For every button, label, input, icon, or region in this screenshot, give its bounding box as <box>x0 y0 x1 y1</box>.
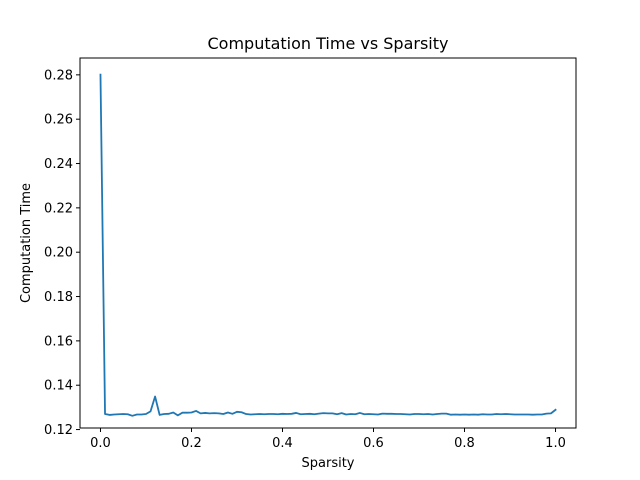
y-tick-label: 0.18 <box>44 290 73 305</box>
series-layer <box>99 73 557 417</box>
x-tick-label: 0.0 <box>90 436 111 451</box>
y-tick-label: 0.26 <box>44 113 73 128</box>
y-tick-label: 0.16 <box>44 334 73 349</box>
y-axis-ticks: 0.12 0.14 0.16 0.18 0.20 0.22 0.24 0.26 0.28 <box>44 68 80 438</box>
y-tick-label: 0.14 <box>44 379 73 394</box>
y-tick-label: 0.24 <box>44 157 73 172</box>
x-tick-label: 1.0 <box>545 436 566 451</box>
y-tick-label: 0.12 <box>44 423 73 438</box>
x-tick-label: 0.8 <box>454 436 475 451</box>
y-tick-label: 0.22 <box>44 201 73 216</box>
y-tick-label: 0.28 <box>44 68 73 83</box>
y-axis-label: Computation Time <box>19 183 34 303</box>
plot-area <box>79 57 577 429</box>
y-tick-label: 0.20 <box>44 246 73 261</box>
x-axis-ticks: 0.0 0.2 0.4 0.6 0.8 1.0 <box>90 428 566 451</box>
x-axis-label: Sparsity <box>302 456 355 471</box>
x-tick-label: 0.6 <box>363 436 384 451</box>
x-tick-label: 0.2 <box>181 436 202 451</box>
chart-title: Computation Time vs Sparsity <box>207 34 448 53</box>
axes-frame <box>79 57 577 429</box>
x-tick-label: 0.4 <box>272 436 293 451</box>
series-line <box>99 73 557 417</box>
